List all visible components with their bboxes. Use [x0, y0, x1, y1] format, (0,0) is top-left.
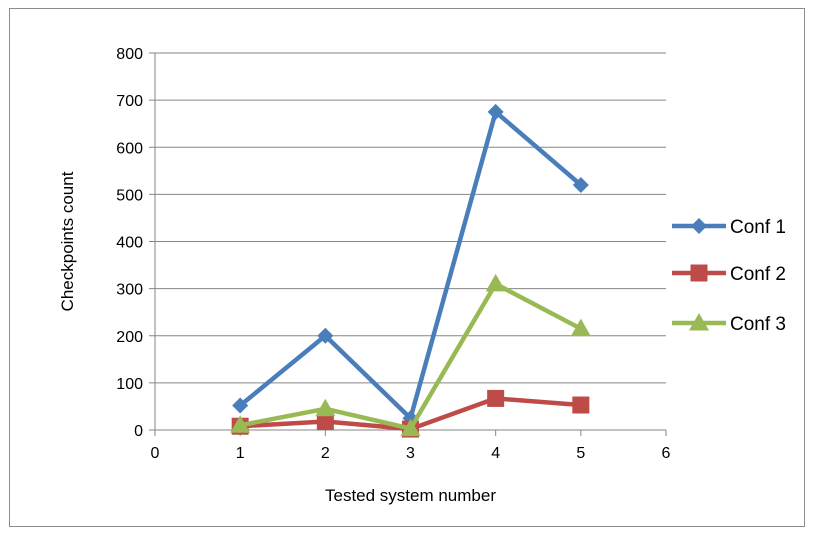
x-tick-label: 0	[151, 445, 160, 462]
y-tick-label: 200	[116, 329, 143, 346]
y-tick-label: 0	[134, 423, 143, 440]
data-point	[317, 327, 334, 344]
x-tick-label: 4	[491, 445, 500, 462]
legend-item: Conf 3	[672, 313, 786, 335]
chart-border	[9, 8, 805, 527]
data-point	[232, 397, 249, 414]
data-point	[487, 389, 505, 407]
x-tick-label: 5	[576, 445, 585, 462]
data-point	[316, 413, 334, 431]
y-tick-label: 500	[116, 187, 143, 204]
x-tick-label: 1	[236, 445, 245, 462]
legend-label: Conf 2	[730, 264, 786, 285]
y-tick-label: 100	[116, 376, 143, 393]
data-point	[487, 103, 504, 120]
tick-labels: 0 100 200 300 400 500 600 700 800 0 1 2 3 4 5 6	[116, 46, 670, 462]
y-tick-label: 800	[116, 46, 143, 63]
x-axis-title: Tested system number	[325, 486, 496, 505]
y-tick-label: 600	[116, 140, 143, 157]
data-point	[570, 318, 591, 337]
data-point	[230, 415, 251, 433]
legend-label: Conf 3	[730, 314, 786, 335]
legend-marker	[690, 264, 708, 282]
x-tick-label: 3	[406, 445, 415, 462]
y-tick-label: 400	[116, 235, 143, 252]
legend-marker	[689, 313, 709, 331]
x-tick-label: 6	[662, 445, 671, 462]
y-tick-label: 700	[116, 93, 143, 110]
y-axis-title: Checkpoints count	[58, 171, 77, 311]
data-point	[400, 418, 421, 437]
legend-item: Conf 2	[672, 264, 786, 285]
legend-marker	[691, 218, 707, 234]
x-tick-label: 2	[321, 445, 330, 462]
legend-item: Conf 1	[672, 217, 786, 238]
data-point	[572, 396, 590, 414]
legend: Conf 1 Conf 2 Conf 3	[672, 217, 786, 335]
data-point	[572, 176, 589, 193]
data-point	[485, 273, 506, 292]
series-group	[230, 103, 591, 438]
data-point	[315, 398, 336, 417]
series-3	[230, 273, 591, 437]
legend-label: Conf 1	[730, 217, 786, 238]
y-tick-label: 300	[116, 282, 143, 299]
